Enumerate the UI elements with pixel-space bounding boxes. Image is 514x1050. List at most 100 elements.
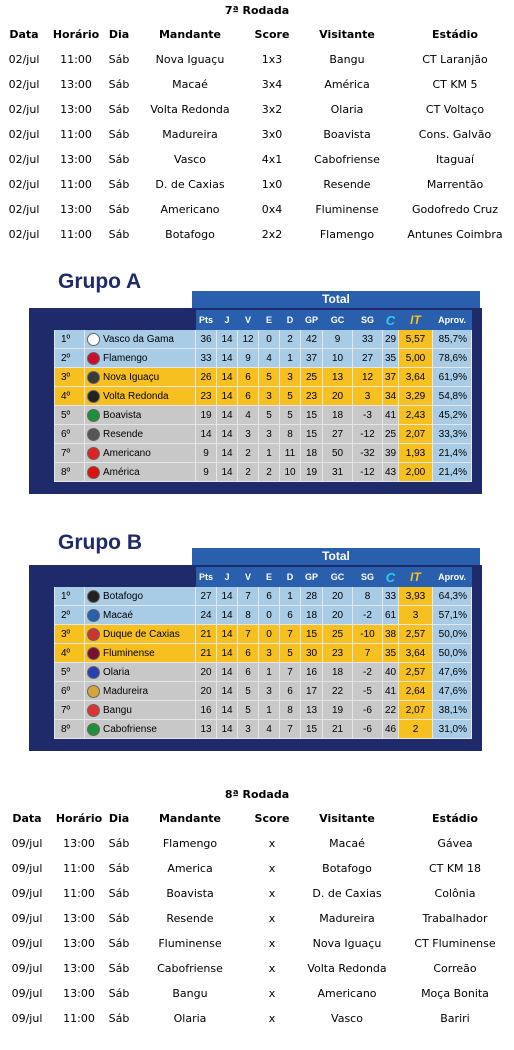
- stat-gp: 15: [300, 405, 323, 425]
- stat-aprov: 21,4%: [432, 462, 472, 482]
- match-stadium: Marrentão: [426, 178, 484, 191]
- column-header: Data: [9, 28, 39, 41]
- match-date: 02/jul: [8, 103, 40, 116]
- stat-it: 2,07: [398, 700, 433, 720]
- team-name: Madureira: [103, 685, 149, 697]
- away-team: Fluminense: [315, 203, 379, 216]
- match-time: 13:00: [63, 912, 95, 925]
- stat-v: 6: [237, 662, 259, 682]
- stat-gp: 15: [300, 424, 323, 444]
- home-team: Madureira: [162, 128, 218, 141]
- match-stadium: CT KM 18: [428, 862, 482, 875]
- column-header: Dia: [108, 28, 130, 41]
- round8-table: Data Horário Dia Mandante Score Visitante Está…: [0, 806, 514, 1031]
- team-crest-icon: [87, 646, 100, 660]
- stat-sg: -32: [352, 443, 383, 463]
- home-team: D. de Caxias: [155, 178, 225, 191]
- stat-d: 11: [279, 443, 301, 463]
- match-stadium: Antunes Coimbra: [407, 228, 503, 241]
- home-team: Cabofriense: [157, 962, 223, 975]
- stat-pts: 20: [195, 681, 217, 701]
- group-b-standings: Pts J V E D GP GC SG C IT Aprov. 1º Botafogo 27 14 7 6 1 2…: [54, 567, 472, 739]
- stat-e: 4: [258, 719, 280, 739]
- column-header: Score: [254, 28, 290, 41]
- stat-gc: 20: [322, 605, 353, 625]
- standings-row: 8º América 9 14 2 2 10 19 31 -12 43 2,00 21,4%: [54, 462, 472, 482]
- stat-d: 7: [279, 624, 301, 644]
- stat-aprov: 50,0%: [432, 643, 472, 663]
- away-team: Americano: [317, 987, 377, 1000]
- match-time: 11:00: [63, 1012, 95, 1025]
- stat-c: 39: [382, 443, 399, 463]
- stat-j: 14: [216, 329, 238, 349]
- stat-gc: 50: [322, 443, 353, 463]
- round8-title: 8ª Rodada: [224, 788, 290, 801]
- match-score: 3x4: [261, 78, 283, 91]
- stat-v: 7: [237, 624, 259, 644]
- stat-d: 5: [279, 643, 301, 663]
- match-row: 02/jul 13:00 Sáb Vasco 4x1 Cabofriense Itaguaí: [0, 147, 514, 172]
- team-cell: Americano: [84, 443, 196, 463]
- column-header: Visitante: [319, 28, 375, 41]
- team-crest-icon: [87, 608, 100, 622]
- team-name: Nova Iguaçu: [103, 371, 160, 383]
- stat-sg: -6: [352, 700, 383, 720]
- standings-row: 3º Duque de Caxias 21 14 7 0 7 15 25 -10 38 2,57 50,…: [54, 624, 472, 644]
- away-team: Cabofriense: [314, 153, 380, 166]
- home-team: Bangu: [172, 987, 208, 1000]
- stat-gc: 20: [322, 586, 353, 606]
- stat-v: 7: [237, 586, 259, 606]
- match-stadium: CT Voltaço: [425, 103, 485, 116]
- stat-it: 2,00: [398, 462, 433, 482]
- away-team: Vasco: [331, 1012, 363, 1025]
- team-crest-icon: [87, 703, 100, 717]
- standings-row: 4º Volta Redonda 23 14 6 3 5 23 20 3 34 3,29 54,8%: [54, 386, 472, 406]
- match-day: Sáb: [108, 103, 130, 116]
- home-team: Flamengo: [162, 837, 218, 850]
- match-score: x: [268, 862, 276, 875]
- stat-gc: 22: [322, 681, 353, 701]
- match-date: 09/jul: [11, 912, 43, 925]
- stat-gp: 19: [300, 462, 323, 482]
- header-gc: GC: [322, 567, 353, 587]
- match-row: 02/jul 11:00 Sáb D. de Caxias 1x0 Resende Marr…: [0, 172, 514, 197]
- column-header: Horário: [55, 812, 103, 825]
- header-c: C: [382, 310, 399, 330]
- stat-v: 5: [237, 681, 259, 701]
- match-time: 11:00: [60, 178, 92, 191]
- standings-row: 1º Vasco da Gama 36 14 12 0 2 42 9 33 29 5,57 85,7%: [54, 329, 472, 349]
- header-pts: Pts: [195, 567, 217, 587]
- stat-e: 1: [258, 700, 280, 720]
- team-position: 3º: [54, 624, 85, 644]
- match-row: 02/jul 11:00 Sáb Botafogo 2x2 Flamengo Antunes…: [0, 222, 514, 247]
- stat-e: 3: [258, 681, 280, 701]
- header-j: J: [216, 310, 238, 330]
- team-crest-icon: [87, 408, 100, 422]
- stat-pts: 16: [195, 700, 217, 720]
- away-team: Volta Redonda: [307, 962, 387, 975]
- match-date: 09/jul: [11, 1012, 43, 1025]
- stat-aprov: 57,1%: [432, 605, 472, 625]
- stat-gp: 15: [300, 719, 323, 739]
- stat-gp: 18: [300, 443, 323, 463]
- home-team: Botafogo: [165, 228, 215, 241]
- stat-gp: 13: [300, 700, 323, 720]
- team-cell: Boavista: [84, 405, 196, 425]
- stat-c: 37: [382, 367, 399, 387]
- stat-c: 43: [382, 462, 399, 482]
- stat-aprov: 50,0%: [432, 624, 472, 644]
- match-row: 09/jul 13:00 Sáb Resende x Madureira Trabalhad…: [0, 906, 514, 931]
- stat-v: 8: [237, 605, 259, 625]
- stat-e: 3: [258, 424, 280, 444]
- stat-v: 9: [237, 348, 259, 368]
- match-date: 02/jul: [8, 153, 40, 166]
- team-position: 5º: [54, 662, 85, 682]
- stat-j: 14: [216, 348, 238, 368]
- header-e: E: [258, 567, 280, 587]
- stat-gp: 17: [300, 681, 323, 701]
- stat-it: 2,57: [398, 662, 433, 682]
- stat-j: 14: [216, 586, 238, 606]
- stat-d: 7: [279, 719, 301, 739]
- stat-aprov: 78,6%: [432, 348, 472, 368]
- away-team: Botafogo: [322, 862, 372, 875]
